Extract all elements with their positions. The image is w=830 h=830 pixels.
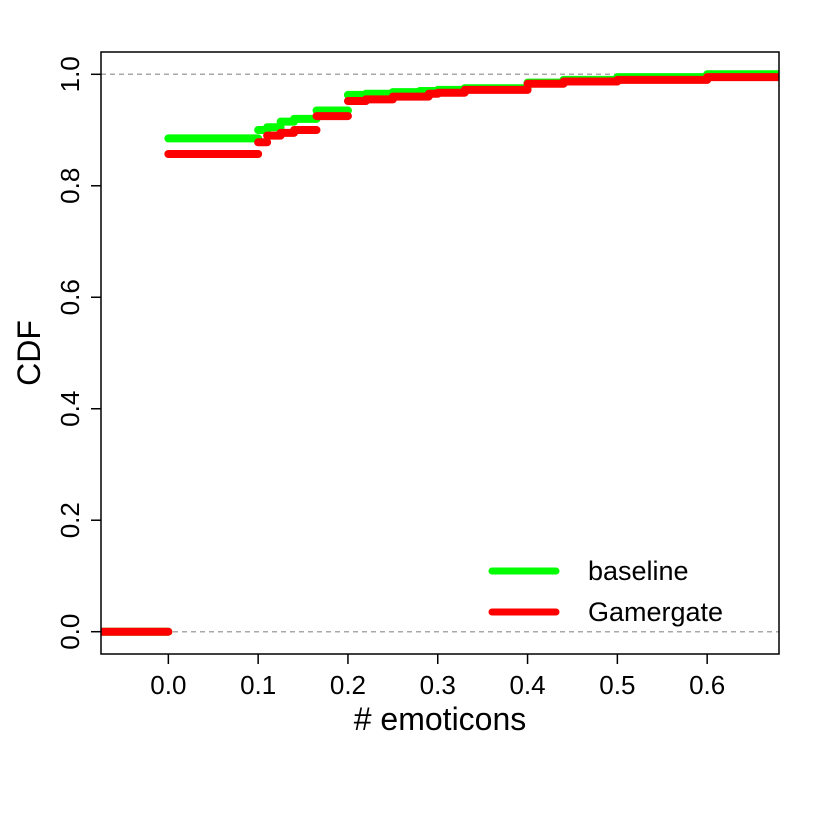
x-tick-label: 0.2 <box>330 670 366 700</box>
series-gamergate <box>101 73 779 636</box>
legend: baseline Gamergate <box>488 556 723 627</box>
x-tick-label: 0.6 <box>689 670 725 700</box>
x-tick-label: 0.3 <box>420 670 456 700</box>
x-axis-title: # emoticons <box>354 701 527 737</box>
series-group <box>101 70 779 636</box>
legend-label-gamergate: Gamergate <box>588 597 723 627</box>
plot-area <box>101 70 779 636</box>
x-axis: 0.0 0.1 0.2 0.3 0.4 0.5 0.6 <box>150 654 725 700</box>
y-tick-label: 1.0 <box>55 56 85 92</box>
legend-label-baseline: baseline <box>588 556 689 586</box>
x-tick-label: 0.1 <box>240 670 276 700</box>
x-tick-label: 0.0 <box>150 670 186 700</box>
y-axis-title: CDF <box>11 320 47 386</box>
y-tick-label: 0.2 <box>55 502 85 538</box>
plot-frame <box>100 51 780 655</box>
x-tick-label: 0.4 <box>509 670 545 700</box>
y-axis: 0.0 0.2 0.4 0.6 0.8 1.0 <box>55 56 101 650</box>
y-tick-label: 0.8 <box>55 168 85 204</box>
y-tick-label: 0.6 <box>55 279 85 315</box>
y-tick-label: 0.4 <box>55 391 85 427</box>
y-tick-label: 0.0 <box>55 614 85 650</box>
x-tick-label: 0.5 <box>599 670 635 700</box>
